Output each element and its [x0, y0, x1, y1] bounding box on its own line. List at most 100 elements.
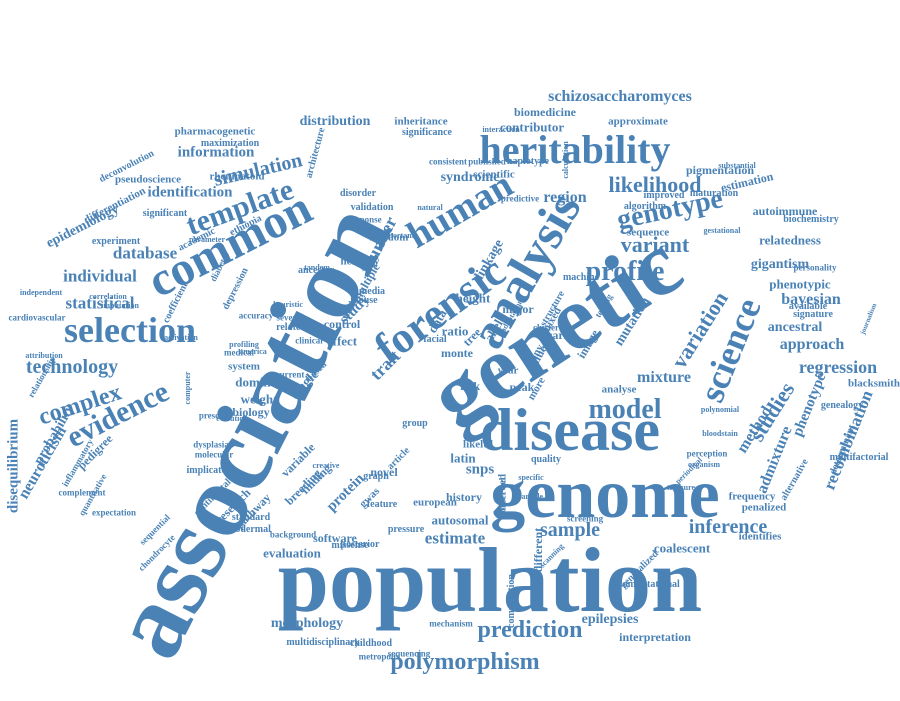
cloud-word: observed	[497, 477, 508, 513]
cloud-word: latin	[450, 450, 476, 466]
cloud-word: dysplasia	[193, 439, 229, 450]
cloud-word: risk	[459, 379, 481, 393]
cloud-word: missense	[331, 540, 369, 551]
cloud-word: pigmentation	[685, 163, 755, 177]
cloud-word: mechanism	[429, 618, 473, 629]
cloud-word: medical	[224, 347, 254, 358]
cloud-word: natural	[417, 203, 443, 212]
cloud-word: biology	[232, 405, 270, 419]
cloud-word: background	[269, 529, 317, 540]
cloud-word: phenotypic	[769, 276, 831, 292]
cloud-word: weight	[240, 391, 278, 407]
cloud-word: pseudoscience	[115, 173, 181, 186]
cloud-word: year	[497, 364, 519, 377]
cloud-word: perception	[686, 448, 728, 459]
cloud-word: rheumatoid	[209, 170, 265, 183]
cloud-word: selection	[64, 310, 196, 350]
cloud-word: implicated	[186, 465, 232, 476]
cloud-word: biochemistry	[783, 214, 839, 225]
cloud-word: blacksmith	[848, 377, 900, 390]
cloud-word: snps	[465, 461, 495, 478]
cloud-word: standard	[231, 512, 271, 523]
cloud-word: imputation	[101, 301, 139, 310]
cloud-word: database	[112, 243, 178, 263]
cloud-word: personality	[793, 262, 837, 273]
cloud-word: signature	[793, 309, 833, 320]
cloud-word: interaction	[482, 125, 520, 134]
cloud-word: ectodermal	[223, 524, 271, 535]
cloud-word: parameter	[189, 235, 225, 244]
cloud-word: current	[275, 369, 305, 380]
cloud-word: regression	[798, 357, 878, 377]
cloud-word: creative	[312, 461, 340, 470]
cloud-word: effect	[326, 333, 358, 349]
cloud-word: inference	[688, 516, 768, 538]
cloud-word: carlo	[547, 328, 573, 342]
cloud-word: validation	[350, 202, 394, 213]
cloud-word: several	[276, 312, 304, 323]
cloud-word: graph	[363, 471, 389, 482]
cloud-word: genome	[490, 456, 720, 533]
cloud-word: evolution	[216, 414, 248, 423]
cloud-word: mouse	[350, 295, 378, 306]
cloud-word: heuristic	[273, 300, 303, 309]
cloud-word: bayesian	[781, 291, 841, 308]
cloud-word: cardiovascular	[8, 312, 66, 323]
cloud-word: monte	[441, 346, 473, 360]
cloud-word: activation	[164, 333, 198, 342]
cloud-word: present	[198, 410, 228, 421]
cloud-word: evaluation	[263, 545, 321, 561]
cloud-word: distribution	[299, 114, 371, 129]
cloud-word: approach	[779, 336, 845, 353]
cloud-word: polynomial	[700, 405, 740, 414]
cloud-word: technology	[25, 356, 119, 378]
cloud-word: analyse	[601, 383, 637, 396]
cloud-word: media	[358, 286, 386, 297]
cloud-word: morphology	[270, 616, 344, 631]
cloud-word: scientific	[473, 168, 515, 181]
cloud-word: accuracy	[238, 310, 274, 321]
cloud-word: architecture	[303, 126, 328, 180]
cloud-word: heredity	[340, 255, 380, 268]
cloud-word: biomedicine	[514, 105, 576, 119]
cloud-word: particle	[516, 492, 544, 501]
cloud-word: novel	[370, 465, 398, 479]
cloud-word: maximization	[200, 138, 260, 149]
cloud-word: likeltd	[463, 438, 493, 451]
cloud-word: major	[502, 302, 534, 316]
cloud-word: group	[402, 418, 428, 429]
cloud-word: syndrome	[440, 170, 500, 185]
cloud-word: substantial	[718, 161, 756, 170]
cloud-word: control	[323, 317, 361, 331]
cloud-word: treasure	[666, 483, 696, 492]
cloud-word: contributor	[499, 119, 565, 135]
cloud-word: penalized	[741, 501, 787, 514]
cloud-word: multifactorial	[829, 452, 889, 463]
cloud-word: model	[588, 394, 662, 425]
cloud-word: mixture	[637, 369, 691, 386]
cloud-word: expectation	[92, 507, 136, 518]
cloud-word: independent	[19, 288, 63, 297]
cloud-word: metropolis	[358, 651, 400, 662]
cloud-word: differentiation	[81, 184, 148, 227]
cloud-word: tandem	[304, 263, 330, 272]
cloud-word: system	[228, 360, 260, 373]
cloud-word: ratio	[441, 323, 469, 339]
cloud-word: sequencing	[387, 648, 431, 659]
cloud-word: attribution	[25, 351, 63, 360]
cloud-word: response	[348, 214, 382, 225]
cloud-word: significant	[142, 208, 188, 219]
cloud-word: predictive	[500, 193, 540, 204]
cloud-word: cluster	[533, 322, 559, 333]
cloud-word: journalism	[858, 302, 879, 336]
cloud-word: ancestor	[297, 265, 335, 276]
cloud-word: history	[446, 490, 482, 504]
cloud-word: frequency	[728, 490, 776, 503]
cloud-word: quality	[530, 454, 562, 465]
cloud-word: specific	[518, 473, 544, 482]
cloud-word: prediction	[477, 617, 583, 643]
cloud-word: algorithm	[623, 201, 667, 212]
cloud-word: dominant	[235, 374, 289, 390]
cloud-word: gestational	[703, 226, 741, 235]
cloud-word: variant	[620, 232, 690, 257]
